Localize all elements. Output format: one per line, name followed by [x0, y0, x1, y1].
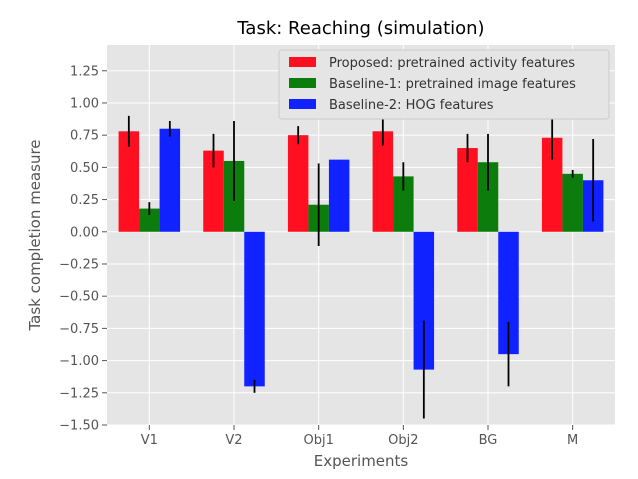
bar-obj2-series-0: [372, 131, 394, 232]
bar-m-series-0: [541, 137, 563, 232]
legend-label-baseline-2: Baseline-2: HOG features: [329, 98, 494, 113]
bar-bg-series-0: [457, 148, 478, 232]
y-axis-label: Task completion measure: [26, 139, 44, 331]
bar-obj1-series-0: [287, 135, 309, 232]
y-tick-label: −1.50: [59, 419, 99, 434]
legend-label-baseline-1: Baseline-1: pretrained image features: [329, 77, 576, 92]
x-axis-ticks: V1 V2 Obj1 Obj2 BG M: [141, 425, 578, 448]
y-tick-label: 1.25: [70, 64, 99, 79]
x-tick-label: BG: [479, 433, 498, 448]
legend-box: [278, 49, 610, 120]
y-tick-label: 0.00: [70, 225, 99, 240]
x-tick-label: Obj2: [388, 433, 418, 448]
x-tick-label: M: [567, 433, 578, 448]
bar-v2-series-2: [244, 231, 265, 387]
bar-v2-series-0: [203, 150, 224, 232]
bar-m-series-1: [562, 173, 583, 232]
bar-obj2-series-1: [393, 176, 414, 232]
y-tick-label: −1.00: [59, 354, 99, 369]
bar-bg-series-1: [477, 162, 499, 232]
x-tick-label: Obj1: [303, 433, 333, 448]
y-axis-ticks: 1.25 1.00 0.75 0.50 0.25 0.00 −0.25 −0.50 −0.75 −…: [59, 64, 107, 434]
y-tick-label: 0.75: [70, 129, 99, 144]
legend: Proposed: pretrained activity features B…: [278, 49, 610, 120]
legend-swatch-baseline-1: [289, 78, 316, 88]
y-tick-label: −1.25: [59, 386, 99, 401]
y-tick-label: 0.25: [70, 193, 99, 208]
bar-obj2-series-2: [413, 231, 435, 370]
legend-swatch-baseline-2: [289, 99, 316, 109]
bar-v1-series-0: [118, 131, 140, 232]
y-tick-label: 0.50: [70, 161, 99, 176]
chart-title: Task: Reaching (simulation): [236, 18, 484, 39]
x-tick-label: V2: [225, 433, 242, 448]
legend-swatch-proposed: [289, 57, 316, 67]
bar-v1-series-2: [159, 128, 181, 232]
bar-bg-series-2: [498, 231, 519, 355]
error-bars-group: [127, 115, 595, 419]
bar-v1-series-1: [139, 208, 160, 232]
y-tick-label: −0.25: [59, 257, 99, 272]
bar-obj1-series-2: [328, 159, 350, 232]
bars-group: [118, 128, 604, 387]
legend-label-proposed: Proposed: pretrained activity features: [329, 56, 575, 71]
y-tick-label: −0.50: [59, 290, 99, 305]
x-tick-label: V1: [141, 433, 158, 448]
y-tick-label: −0.75: [59, 322, 99, 337]
y-tick-label: 1.00: [70, 96, 99, 111]
x-axis-label: Experiments: [314, 452, 409, 470]
